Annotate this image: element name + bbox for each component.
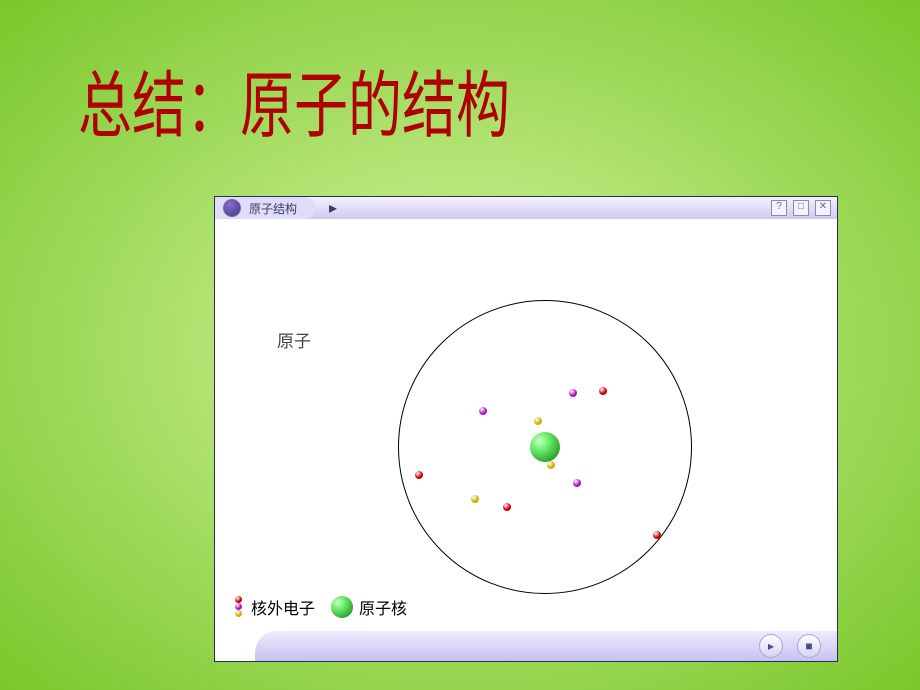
particle xyxy=(573,479,581,487)
nucleus xyxy=(530,432,560,462)
slide: 总结：原子的结构 原子结构 ▸ ? □ ✕ 原子 核外电子 原子核 xyxy=(0,0,920,690)
particle xyxy=(534,417,542,425)
close-button[interactable]: ✕ xyxy=(815,200,831,216)
stop-icon: ■ xyxy=(805,639,812,653)
help-button[interactable]: ? xyxy=(771,200,787,216)
stop-button[interactable]: ■ xyxy=(797,634,821,658)
particle xyxy=(479,407,487,415)
app-icon xyxy=(223,199,241,217)
titlebar-play-icon[interactable]: ▸ xyxy=(329,198,337,218)
legend-dot xyxy=(235,596,242,603)
legend-dot xyxy=(235,610,242,617)
legend-electron-label: 核外电子 xyxy=(251,595,315,619)
diagram-canvas: 原子 核外电子 原子核 xyxy=(215,219,837,633)
particle xyxy=(503,503,511,511)
play-button[interactable]: ▸ xyxy=(759,634,783,658)
play-icon: ▸ xyxy=(768,639,774,653)
maximize-button[interactable]: □ xyxy=(793,200,809,216)
media-panel: 原子结构 ▸ ? □ ✕ 原子 核外电子 原子核 xyxy=(214,196,838,662)
particle xyxy=(415,471,423,479)
atom-label: 原子 xyxy=(277,327,311,352)
panel-title: 原子结构 xyxy=(249,200,297,217)
titlebar-left-segment: 原子结构 xyxy=(215,197,315,219)
window-controls: ? □ ✕ xyxy=(771,200,831,216)
legend-nucleus-label: 原子核 xyxy=(359,595,407,619)
panel-titlebar: 原子结构 ▸ ? □ ✕ xyxy=(215,197,837,219)
particle xyxy=(599,387,607,395)
bottombar: ▸ ■ xyxy=(215,631,837,661)
particle xyxy=(471,495,479,503)
slide-title: 总结：原子的结构 xyxy=(78,46,510,153)
legend: 核外电子 原子核 xyxy=(233,595,407,619)
legend-dot xyxy=(235,603,242,610)
legend-electron-dots xyxy=(233,596,245,618)
legend-nucleus-icon xyxy=(331,596,353,618)
particle xyxy=(569,389,577,397)
particle xyxy=(547,461,555,469)
particle xyxy=(653,531,661,539)
